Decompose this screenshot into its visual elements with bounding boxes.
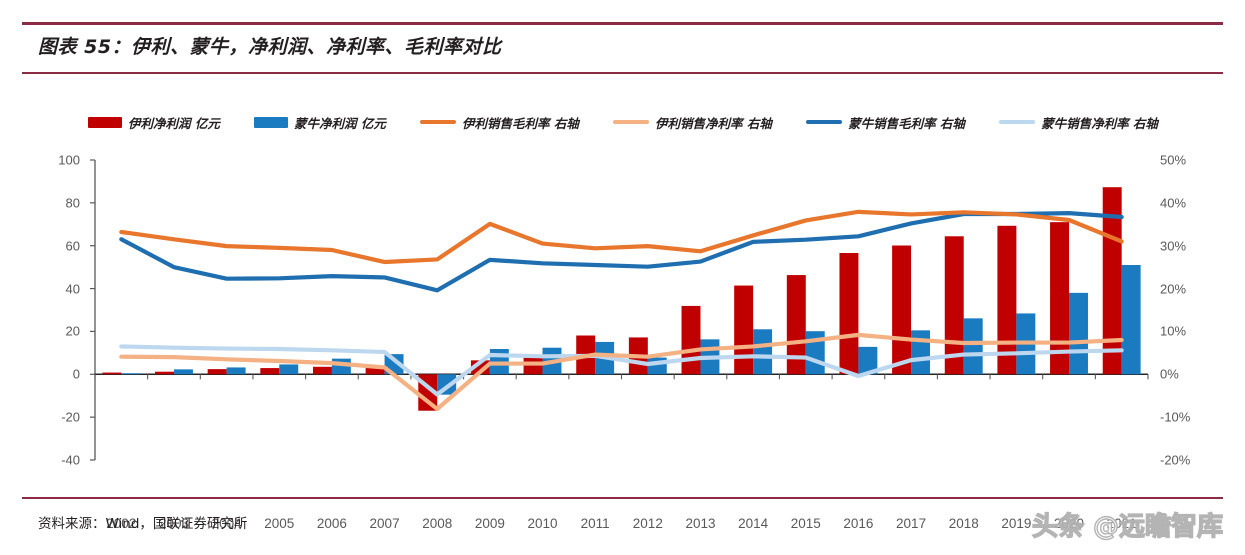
line-series-mengniu_gross_margin — [119, 211, 1124, 293]
x-axis-tick-label: 2004 — [211, 516, 242, 531]
bar-yili_profit-2013 — [681, 305, 701, 375]
x-axis-tick-label: 2008 — [422, 516, 453, 531]
x-axis-tick-label: 2013 — [685, 516, 716, 531]
bar-yili_profit-2003 — [155, 371, 174, 375]
chart-plot-area: 100 80 60 40 20 0 -20 -40 50% 40% 30% 20% 10% 0% -10% -… — [0, 150, 1245, 532]
x-axis-tick-label: 2017 — [896, 516, 927, 531]
x-axis-tick-label: 2003 — [158, 516, 189, 531]
bar-yili_profit-2017 — [892, 245, 912, 375]
line-series-yili_net_margin — [119, 332, 1124, 412]
x-axis-tick-label: 2002 — [106, 516, 137, 531]
x-axis-tick-label: 2016 — [843, 516, 874, 531]
line-series-yili_gross_margin — [119, 209, 1124, 265]
legend-swatch-mengniu_net_margin-icon — [999, 120, 1036, 124]
legend-item-mengniu_gross_margin[interactable]: 蒙牛销售毛利率 右轴 — [806, 113, 965, 132]
bar-yili_profit-2004 — [207, 369, 227, 375]
title-rule-bottom — [22, 72, 1223, 74]
bar-mengniu_profit-2018 — [963, 318, 983, 375]
legend-label-yili_profit: 伊利净利润 亿元 — [128, 115, 220, 131]
legend-label-yili_gross_margin: 伊利销售毛利率 右轴 — [462, 115, 579, 131]
bar-mengniu_profit-2016 — [858, 346, 878, 375]
footer-rule — [22, 497, 1223, 499]
legend-label-mengniu_profit: 蒙牛净利润 亿元 — [294, 115, 386, 131]
y-axis-left-tick-label: 0 — [72, 366, 80, 382]
bar-mengniu_profit-2017 — [911, 330, 931, 375]
title-rule-top — [22, 22, 1223, 25]
x-axis-tick-label: 2020 — [1053, 516, 1085, 531]
bar-yili_profit-2002 — [102, 372, 122, 375]
x-axis-tick-label: 2021 — [1106, 516, 1137, 531]
y-axis-right-tick-label: -10% — [1160, 409, 1191, 425]
legend-label-mengniu_net_margin: 蒙牛销售净利率 右轴 — [1041, 115, 1158, 131]
line-series-mengniu_net_margin — [119, 344, 1124, 397]
y-axis-right-tick-label: 40% — [1160, 195, 1187, 211]
bar-mengniu_profit-2004 — [226, 367, 246, 375]
y-axis-right-tick-label: 20% — [1160, 281, 1187, 297]
legend-item-yili_profit[interactable]: 伊利净利润 亿元 — [88, 113, 220, 132]
x-axis-tick-label: 2010 — [527, 516, 558, 531]
x-axis-tick-label: 2012 — [632, 516, 663, 531]
bar-yili_profit-2019 — [997, 225, 1017, 375]
legend-item-mengniu_profit[interactable]: 蒙牛净利润 亿元 — [254, 113, 386, 132]
legend-label-mengniu_gross_margin: 蒙牛销售毛利率 右轴 — [848, 115, 965, 131]
bar-yili_profit-2007 — [365, 365, 385, 375]
bar-mengniu_profit-2021 — [1121, 265, 1141, 375]
watermark: 头条 @远瞻智库 — [1031, 511, 1223, 542]
legend-swatch-yili_net_margin-icon — [613, 120, 650, 124]
x-axis-tick-label: 2009 — [474, 516, 505, 531]
y-axis-right-tick-label: 10% — [1160, 323, 1187, 339]
x-axis-tick-label: 2019 — [1001, 516, 1032, 531]
y-axis-right-tick-label: 0% — [1160, 366, 1179, 382]
bar-yili_profit-2018 — [944, 236, 964, 375]
source-note: 资料来源：Wind，国联证券研究所 — [38, 516, 248, 532]
x-axis-tick-label: 2014 — [738, 516, 769, 531]
y-axis-left-tick-label: 100 — [58, 152, 80, 168]
bar-yili_profit-2014 — [734, 285, 754, 375]
x-axis-tick-label: 2006 — [316, 516, 347, 531]
y-axis-left-tick-label: -20 — [61, 409, 80, 425]
y-axis-left-tick-label: 60 — [65, 238, 80, 254]
chart-legend: 伊利净利润 亿元 蒙牛净利润 亿元 伊利销售毛利率 右轴 伊利销售净利率 右轴 蒙牛销售… — [88, 110, 1158, 134]
y-axis-left-tick-label: 40 — [65, 281, 80, 297]
legend-item-mengniu_net_margin[interactable]: 蒙牛销售净利率 右轴 — [999, 113, 1158, 132]
legend-label-yili_net_margin: 伊利销售净利率 右轴 — [655, 115, 772, 131]
y-axis-right-tick-label: -20% — [1160, 452, 1191, 468]
y-axis-left-tick-label: -40 — [61, 452, 80, 468]
legend-swatch-mengniu_profit-icon — [254, 116, 289, 128]
y-axis-right-tick-label: 30% — [1160, 238, 1187, 254]
page-title: 图表 55：伊利、蒙牛，净利润、净利率、毛利率对比 — [38, 36, 502, 58]
bar-mengniu_profit-2014 — [753, 329, 773, 375]
legend-swatch-yili_gross_margin-icon — [420, 120, 457, 124]
bar-mengniu_profit-2002 — [121, 373, 141, 375]
legend-item-yili_net_margin[interactable]: 伊利销售净利率 右轴 — [613, 113, 772, 132]
bar-yili_profit-2015 — [786, 275, 806, 375]
x-axis-tick-label: 2011 — [580, 516, 610, 531]
x-axis-tick-label: 2018 — [948, 516, 979, 531]
bar-series-yili_profit — [102, 187, 1122, 411]
bar-yili_profit-2010 — [523, 357, 543, 375]
bar-yili_profit-2005 — [260, 368, 280, 375]
y-axis-left-tick-label: 20 — [65, 323, 80, 339]
y-axis-left-tick-label: 80 — [65, 195, 80, 211]
bar-mengniu_profit-2020 — [1069, 292, 1088, 375]
bar-yili_profit-2020 — [1050, 222, 1070, 375]
y-axis-right-tick-label: 50% — [1160, 152, 1187, 168]
bar-mengniu_profit-2003 — [173, 369, 193, 375]
bar-yili_profit-2016 — [839, 253, 859, 375]
legend-swatch-yili_profit-icon — [88, 116, 122, 128]
legend-swatch-mengniu_gross_margin-icon — [806, 120, 843, 124]
chart-canvas — [90, 159, 1149, 461]
legend-item-yili_gross_margin[interactable]: 伊利销售毛利率 右轴 — [420, 113, 579, 132]
bar-series-mengniu_profit — [121, 265, 1141, 395]
bar-yili_profit-2006 — [312, 366, 332, 375]
bar-mengniu_profit-2005 — [279, 364, 299, 375]
x-axis-tick-label: 2007 — [369, 516, 400, 531]
x-axis-tick-label: 2005 — [264, 516, 295, 531]
x-axis-tick-label: 2015 — [790, 516, 821, 531]
